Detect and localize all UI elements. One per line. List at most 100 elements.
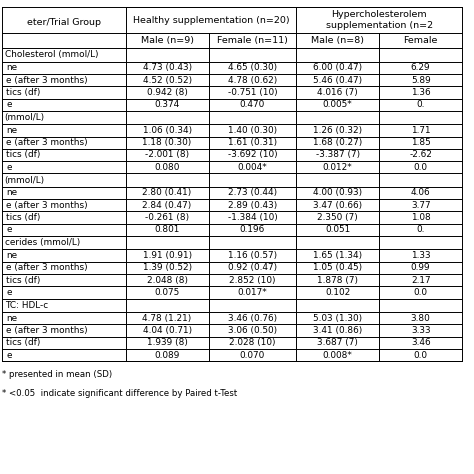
Text: 0.196: 0.196 — [240, 226, 265, 234]
Text: 0.070: 0.070 — [240, 351, 265, 359]
Text: 0.051: 0.051 — [325, 226, 350, 234]
Text: 0.374: 0.374 — [155, 100, 180, 109]
Text: e (after 3 months): e (after 3 months) — [6, 76, 88, 84]
Text: tics (df): tics (df) — [6, 88, 41, 97]
Text: 0.102: 0.102 — [325, 288, 350, 297]
Text: 2.048 (8): 2.048 (8) — [146, 276, 188, 284]
Text: TC: HDL-c: TC: HDL-c — [5, 301, 48, 310]
Text: e: e — [6, 288, 12, 297]
Text: 1.40 (0.30): 1.40 (0.30) — [228, 126, 277, 135]
Text: 4.78 (0.62): 4.78 (0.62) — [228, 76, 277, 84]
Text: 4.52 (0.52): 4.52 (0.52) — [143, 76, 191, 84]
Text: 1.36: 1.36 — [411, 88, 430, 97]
Text: e: e — [6, 100, 12, 109]
Text: 1.06 (0.34): 1.06 (0.34) — [143, 126, 191, 135]
Text: 1.91 (0.91): 1.91 (0.91) — [143, 251, 191, 260]
Text: e (after 3 months): e (after 3 months) — [6, 326, 88, 335]
Text: 0.99: 0.99 — [411, 264, 430, 272]
Text: 3.33: 3.33 — [411, 326, 430, 335]
Text: 0.0: 0.0 — [414, 351, 428, 359]
Text: 4.73 (0.43): 4.73 (0.43) — [143, 64, 191, 72]
Text: 0.942 (8): 0.942 (8) — [146, 88, 188, 97]
Text: 0.005*: 0.005* — [323, 100, 353, 109]
Text: 0.075: 0.075 — [155, 288, 180, 297]
Text: ne: ne — [6, 251, 17, 260]
Text: 1.39 (0.52): 1.39 (0.52) — [143, 264, 191, 272]
Text: 4.78 (1.21): 4.78 (1.21) — [143, 314, 191, 322]
Text: ne: ne — [6, 314, 17, 322]
Text: ne: ne — [6, 189, 17, 197]
Text: 3.06 (0.50): 3.06 (0.50) — [228, 326, 277, 335]
Text: tics (df): tics (df) — [6, 213, 41, 222]
Text: 0.92 (0.47): 0.92 (0.47) — [228, 264, 277, 272]
Text: 2.84 (0.47): 2.84 (0.47) — [143, 201, 191, 210]
Text: Cholesterol (mmol/L): Cholesterol (mmol/L) — [5, 51, 98, 59]
Text: e: e — [6, 226, 12, 234]
Text: 1.71: 1.71 — [411, 126, 430, 135]
Text: 3.41 (0.86): 3.41 (0.86) — [313, 326, 362, 335]
Text: tics (df): tics (df) — [6, 151, 41, 159]
Text: ne: ne — [6, 64, 17, 72]
Text: -3.692 (10): -3.692 (10) — [228, 151, 277, 159]
Text: 0.012*: 0.012* — [323, 163, 353, 172]
Text: -0.751 (10): -0.751 (10) — [228, 88, 277, 97]
Text: 2.350 (7): 2.350 (7) — [318, 213, 358, 222]
Text: 2.80 (0.41): 2.80 (0.41) — [143, 189, 191, 197]
Text: 0.: 0. — [417, 100, 425, 109]
Text: (mmol/L): (mmol/L) — [5, 176, 45, 184]
Text: e: e — [6, 163, 12, 172]
Text: -2.62: -2.62 — [409, 151, 432, 159]
Text: 1.68 (0.27): 1.68 (0.27) — [313, 138, 362, 147]
Text: 0.089: 0.089 — [155, 351, 180, 359]
Text: 1.33: 1.33 — [411, 251, 430, 260]
Text: 0.0: 0.0 — [414, 288, 428, 297]
Text: e: e — [6, 351, 12, 359]
Text: 1.61 (0.31): 1.61 (0.31) — [228, 138, 277, 147]
Text: Male (n=8): Male (n=8) — [311, 36, 364, 45]
Text: Female (n=11): Female (n=11) — [217, 36, 288, 45]
Text: -3.387 (7): -3.387 (7) — [316, 151, 360, 159]
Text: 1.08: 1.08 — [411, 213, 430, 222]
Text: eter/Trial Group: eter/Trial Group — [27, 18, 101, 27]
Text: e (after 3 months): e (after 3 months) — [6, 201, 88, 210]
Text: 0.080: 0.080 — [155, 163, 180, 172]
Text: 0.470: 0.470 — [240, 100, 265, 109]
Text: Healthy supplementation (n=20): Healthy supplementation (n=20) — [133, 16, 289, 25]
Text: 1.65 (1.34): 1.65 (1.34) — [313, 251, 362, 260]
Text: 2.17: 2.17 — [411, 276, 430, 284]
Text: 3.46 (0.76): 3.46 (0.76) — [228, 314, 277, 322]
Text: 0.801: 0.801 — [155, 226, 180, 234]
Text: 4.04 (0.71): 4.04 (0.71) — [143, 326, 191, 335]
Text: 1.878 (7): 1.878 (7) — [317, 276, 358, 284]
Text: tics (df): tics (df) — [6, 276, 41, 284]
Text: 6.00 (0.47): 6.00 (0.47) — [313, 64, 362, 72]
Text: e (after 3 months): e (after 3 months) — [6, 264, 88, 272]
Text: 5.46 (0.47): 5.46 (0.47) — [313, 76, 362, 84]
Text: 2.028 (10): 2.028 (10) — [229, 338, 276, 347]
Text: 1.18 (0.30): 1.18 (0.30) — [143, 138, 191, 147]
Text: (mmol/L): (mmol/L) — [5, 113, 45, 122]
Text: 3.46: 3.46 — [411, 338, 430, 347]
Text: * <0.05  indicate significant difference by Paired t-Test: * <0.05 indicate significant difference … — [2, 389, 237, 398]
Text: 3.80: 3.80 — [411, 314, 430, 322]
Text: tics (df): tics (df) — [6, 338, 41, 347]
Text: 0.004*: 0.004* — [237, 163, 267, 172]
Text: 2.73 (0.44): 2.73 (0.44) — [228, 189, 277, 197]
Text: -2.001 (8): -2.001 (8) — [145, 151, 189, 159]
Text: 0.: 0. — [417, 226, 425, 234]
Text: Female: Female — [403, 36, 438, 45]
Text: 3.77: 3.77 — [411, 201, 430, 210]
Text: 5.03 (1.30): 5.03 (1.30) — [313, 314, 362, 322]
Text: 4.06: 4.06 — [411, 189, 430, 197]
Text: 3.687 (7): 3.687 (7) — [317, 338, 358, 347]
Text: 1.16 (0.57): 1.16 (0.57) — [228, 251, 277, 260]
Text: 4.016 (7): 4.016 (7) — [318, 88, 358, 97]
Text: 0.0: 0.0 — [414, 163, 428, 172]
Text: -0.261 (8): -0.261 (8) — [145, 213, 189, 222]
Text: Male (n=9): Male (n=9) — [141, 36, 193, 45]
Text: ne: ne — [6, 126, 17, 135]
Text: 4.00 (0.93): 4.00 (0.93) — [313, 189, 362, 197]
Text: e (after 3 months): e (after 3 months) — [6, 138, 88, 147]
Text: cerides (mmol/L): cerides (mmol/L) — [5, 238, 80, 247]
Text: 1.85: 1.85 — [411, 138, 430, 147]
